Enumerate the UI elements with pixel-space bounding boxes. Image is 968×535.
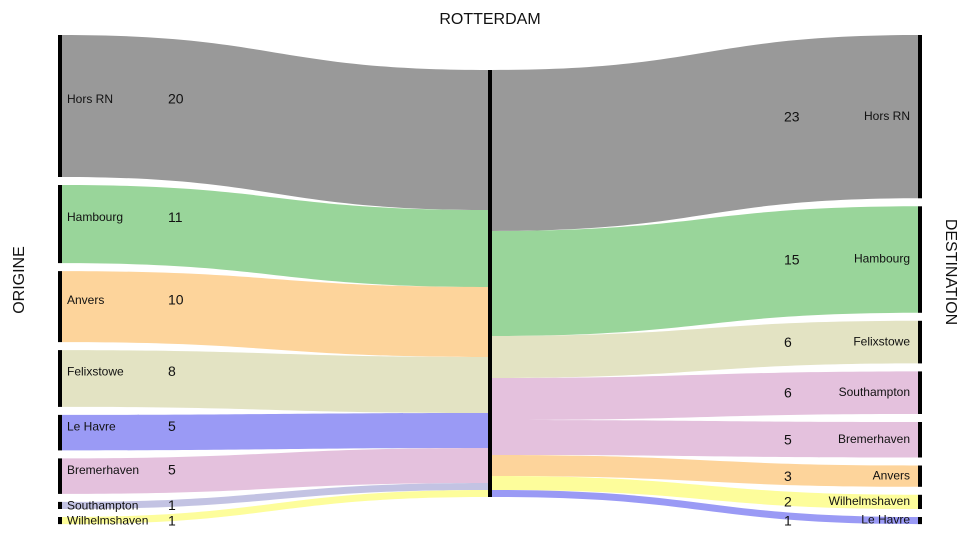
flow [62,185,488,287]
destination-name: Felixstowe [853,334,910,348]
flow [62,490,488,525]
origin-name: Bremerhaven [67,463,139,477]
destination-name: Southampton [839,385,910,399]
flow [62,350,488,413]
destination-value: 2 [784,494,792,510]
flow [492,371,918,420]
origin-node [58,35,62,177]
origin-value: 5 [168,462,176,478]
chart-title: ROTTERDAM [439,11,540,28]
origin-node [58,414,62,451]
flow [62,35,488,210]
origin-name: Southampton [67,499,138,513]
origin-node [58,271,62,343]
destination-name: Hambourg [854,252,910,266]
origin-name: Felixstowe [67,365,124,379]
destination-value: 15 [784,251,800,267]
flow [492,455,918,487]
destination-node [918,494,922,509]
flow [62,271,488,357]
origin-name: Hambourg [67,210,123,224]
origin-name: Anvers [67,293,104,307]
center-node [488,70,492,497]
origin-value: 11 [168,209,183,225]
origin-value: 1 [168,512,176,528]
destination-value: 5 [784,431,792,447]
destination-value: 3 [784,468,792,484]
destination-name: Bremerhaven [838,432,910,446]
origin-value: 8 [168,363,176,379]
flow [62,413,488,451]
destination-node [918,465,922,487]
destination-value: 23 [784,108,800,124]
destination-name: Anvers [873,468,910,482]
destination-node [918,517,922,525]
flow [492,206,918,336]
destination-node [918,35,922,199]
flow [492,420,918,458]
origin-node [58,350,62,407]
destination-value: 1 [784,512,792,528]
flow [492,35,918,231]
origin-name: Le Havre [67,419,116,433]
destination-node [918,320,922,364]
flow [492,320,918,378]
origin-value: 5 [168,418,176,434]
left-axis-label: ORIGINE [11,246,28,314]
destination-name: Wilhelmshaven [829,494,910,508]
origin-node [58,501,62,509]
destination-value: 6 [784,384,792,400]
origin-value: 20 [168,91,184,107]
right-axis-label: DESTINATION [942,219,959,325]
origin-name: Wilhelmshaven [67,514,148,528]
flow [62,483,488,509]
origin-value: 1 [168,497,176,513]
destination-node [918,371,922,414]
destination-node [918,206,922,313]
origin-value: 10 [168,291,184,307]
flow [62,448,488,494]
destination-name: Hors RN [864,109,910,123]
destination-value: 6 [784,334,792,350]
destination-node [918,422,922,458]
origin-node [58,517,62,525]
flow [492,476,918,509]
origin-node [58,458,62,494]
flow [492,490,918,525]
destination-name: Le Havre [861,513,910,527]
origin-name: Hors RN [67,92,113,106]
origin-node [58,185,62,264]
